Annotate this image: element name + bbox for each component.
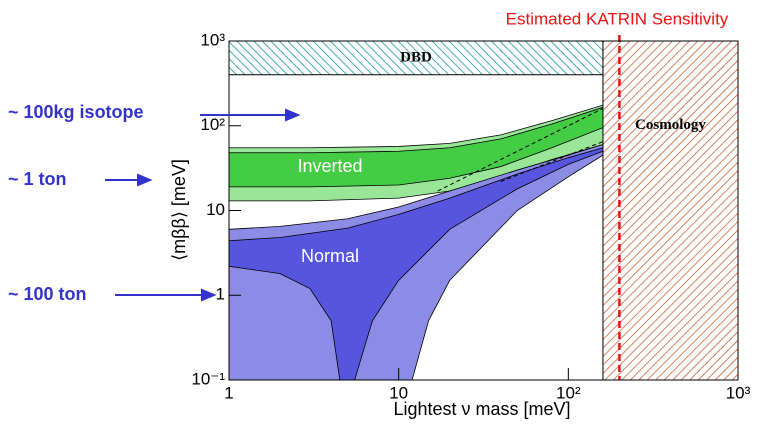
arrow-head — [285, 108, 301, 122]
x-tick-label: 10 — [389, 383, 408, 402]
katrin-label: Estimated KATRIN Sensitivity — [506, 9, 729, 28]
x-tick-label: 10² — [556, 383, 581, 402]
y-tick-label: 10³ — [200, 30, 225, 49]
arrow-head — [201, 288, 217, 302]
annotation: ~ 1 ton — [8, 169, 67, 189]
plot-area: DBD Cosmology Estimated KATRIN Sensitivity… — [191, 9, 750, 402]
x-axis-label: Lightest ν mass [meV] — [393, 399, 570, 419]
normal-label: Normal — [301, 246, 359, 266]
region — [228, 147, 604, 381]
box — [602, 40, 739, 381]
arrows — [105, 108, 301, 302]
y-tick-label: 10⁻¹ — [191, 369, 225, 388]
dashed-line — [437, 108, 604, 192]
arrow-head — [137, 173, 153, 187]
y-axis-label: ⟨mββ⟩ [meV] — [169, 159, 189, 261]
y-tick-label: 1 — [216, 285, 225, 304]
x-tick-label: 1 — [224, 383, 233, 402]
box-label: Cosmology — [635, 117, 706, 133]
y-tick-label: 10 — [206, 200, 225, 219]
dashed-line — [500, 141, 604, 182]
x-tick-label: 10³ — [726, 383, 751, 402]
annotation: ~ 100 ton — [8, 284, 87, 304]
box-label: DBD — [400, 49, 432, 65]
annotation: ~ 100kg isotope — [8, 102, 144, 122]
y-tick-label: 10² — [200, 115, 225, 134]
inverted-label: Inverted — [297, 156, 362, 176]
